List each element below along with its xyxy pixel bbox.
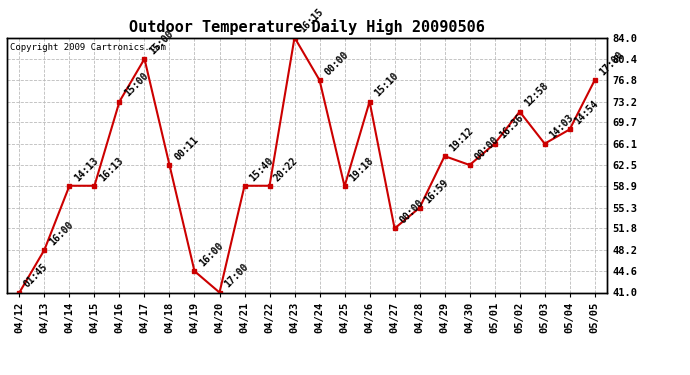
Text: 17:00: 17:00 (222, 262, 250, 290)
Text: 00:00: 00:00 (322, 50, 351, 77)
Title: Outdoor Temperature Daily High 20090506: Outdoor Temperature Daily High 20090506 (129, 19, 485, 35)
Text: 16:00: 16:00 (47, 219, 75, 247)
Text: 00:11: 00:11 (172, 134, 200, 162)
Text: 15:00: 15:00 (147, 28, 175, 56)
Text: 15:10: 15:10 (373, 71, 400, 99)
Text: 15:40: 15:40 (247, 155, 275, 183)
Text: 19:12: 19:12 (447, 126, 475, 153)
Text: 01:45: 01:45 (22, 262, 50, 290)
Text: 16:59: 16:59 (422, 177, 451, 205)
Text: 20:22: 20:22 (273, 155, 300, 183)
Text: 16:36: 16:36 (497, 113, 525, 141)
Text: 19:18: 19:18 (347, 156, 375, 184)
Text: Copyright 2009 Cartronics.com: Copyright 2009 Cartronics.com (10, 43, 166, 52)
Text: 16:00: 16:00 (197, 240, 225, 268)
Text: 00:00: 00:00 (397, 198, 425, 226)
Text: 15:00: 15:00 (122, 71, 150, 99)
Text: 14:13: 14:13 (72, 155, 100, 183)
Text: 16:15: 16:15 (297, 7, 325, 35)
Text: 00:00: 00:00 (473, 134, 500, 162)
Text: 14:54: 14:54 (573, 99, 600, 127)
Text: 17:00: 17:00 (598, 50, 625, 77)
Text: 14:03: 14:03 (547, 113, 575, 141)
Text: 12:58: 12:58 (522, 81, 551, 109)
Text: 16:13: 16:13 (97, 155, 125, 183)
